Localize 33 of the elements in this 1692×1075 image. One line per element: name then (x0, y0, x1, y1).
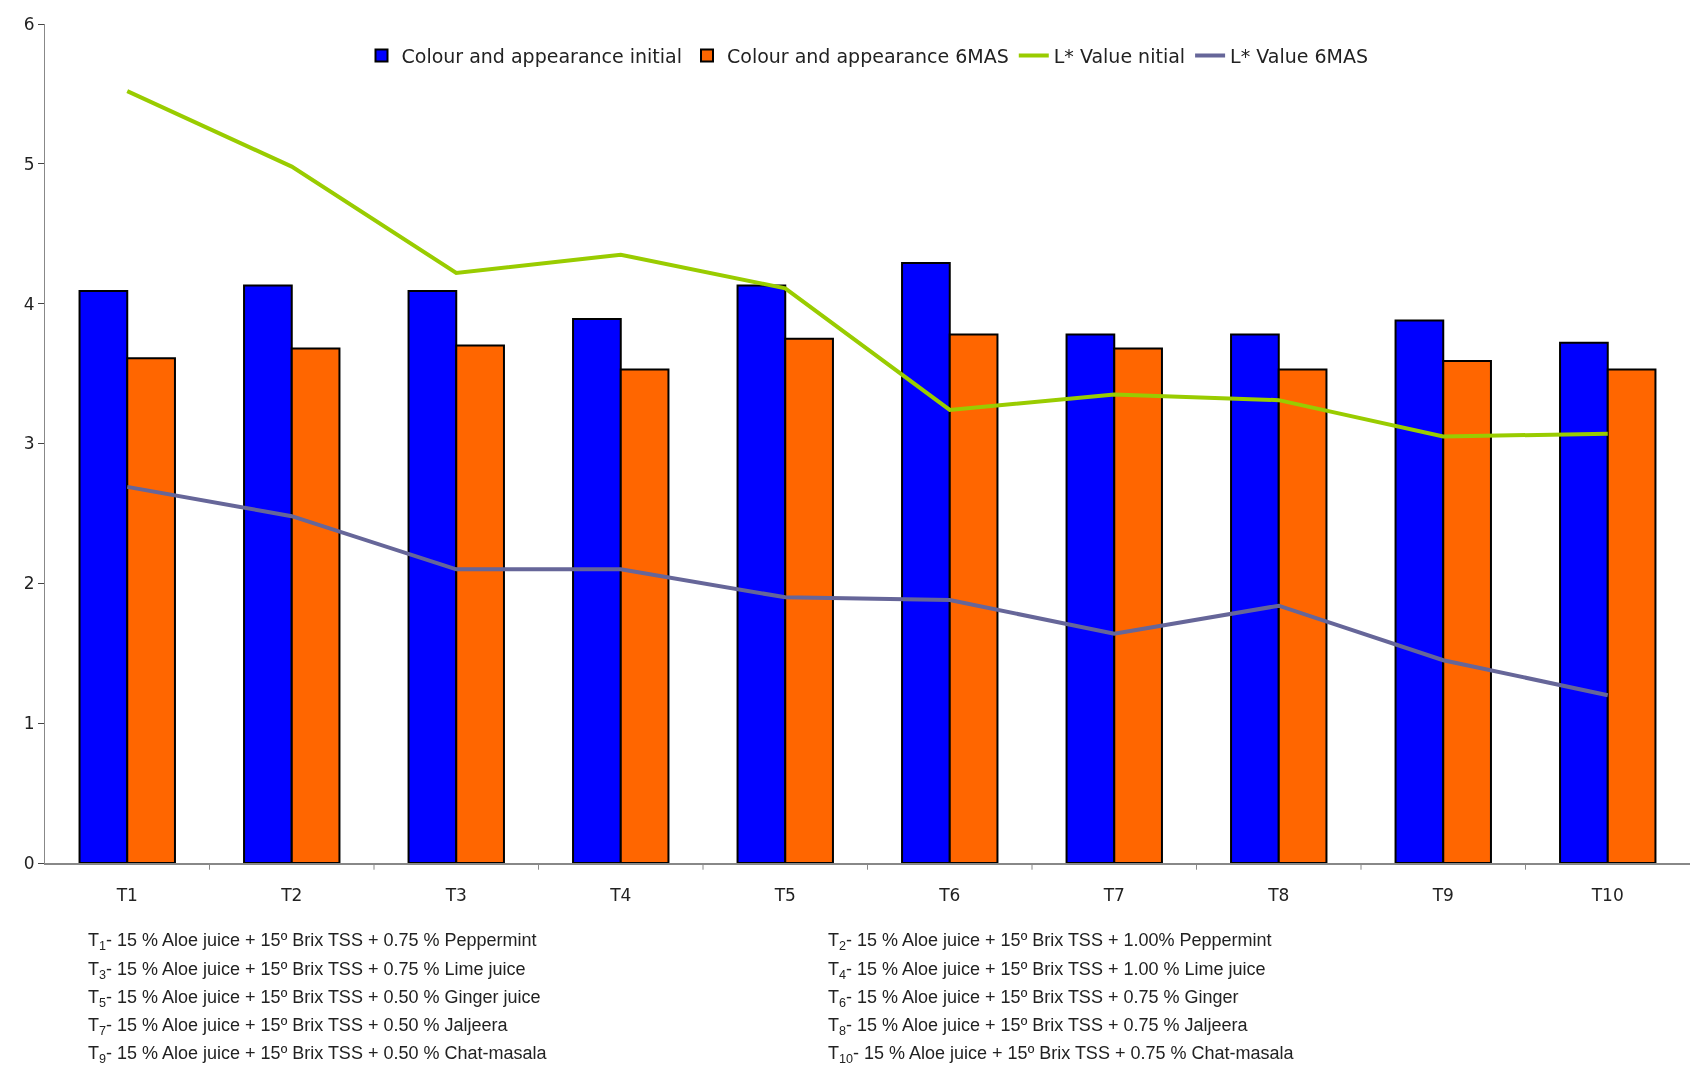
text: T$_{4}$- 15 % Aloe juice + 15º Brix TSS + 1.00 % Lime juice (828, 959, 1266, 982)
text: T$_{10}$- 15 % Aloe juice + 15º Brix TSS + 0.75 % Chat-masala (828, 1043, 1295, 1066)
x-tick-label: T4 (609, 885, 632, 906)
x-tick-label: T5 (773, 885, 796, 906)
x-tick-label: T3 (444, 885, 467, 906)
text: T$_{3}$- 15 % Aloe juice + 15º Brix TSS + 0.75 % Lime juice (88, 959, 526, 982)
x-tick-label: T8 (1267, 885, 1290, 906)
text: T$_{7}$- 15 % Aloe juice + 15º Brix TSS + 0.50 % Jaljeera (88, 1015, 509, 1038)
x-tick-label: T9 (1431, 885, 1454, 906)
text: T$_{1}$- 15 % Aloe juice + 15º Brix TSS + 0.75 % Peppermint (88, 930, 537, 953)
y-tick-label: 4 (23, 293, 35, 314)
x-tick-label: T10 (1590, 885, 1624, 906)
text: T$_{5}$- 15 % Aloe juice + 15º Brix TSS + 0.50 % Ginger juice (88, 987, 541, 1010)
text: T$_{6}$- 15 % Aloe juice + 15º Brix TSS + 0.75 % Ginger (828, 987, 1239, 1010)
text: T$_{8}$- 15 % Aloe juice + 15º Brix TSS + 0.75 % Jaljeera (828, 1015, 1249, 1038)
text: T$_{2}$- 15 % Aloe juice + 15º Brix TSS + 1.00% Peppermint (828, 930, 1272, 953)
y-tick-label: 1 (23, 713, 35, 734)
legend-label: L* Value nitial (1053, 44, 1186, 67)
x-tick-label: T6 (938, 885, 961, 906)
y-tick-label: 6 (23, 13, 35, 34)
y-tick-label: 2 (23, 573, 35, 594)
line-series (125, 89, 1610, 439)
y-tick-label: 5 (23, 153, 35, 174)
x-tick-label: T7 (1102, 885, 1125, 906)
text: T$_{9}$- 15 % Aloe juice + 15º Brix TSS + 0.50 % Chat-masala (88, 1043, 548, 1066)
legend-label: L* Value 6MAS (1230, 44, 1368, 67)
line-series (125, 484, 1610, 698)
x-tick-label: T1 (115, 885, 138, 906)
legend-label: Colour and appearance 6MAS (727, 44, 1009, 67)
x-tick-label: T2 (280, 885, 303, 906)
y-tick-label: 0 (23, 852, 35, 873)
y-tick-label: 3 (23, 433, 35, 454)
legend-label: Colour and appearance initial (401, 44, 682, 67)
